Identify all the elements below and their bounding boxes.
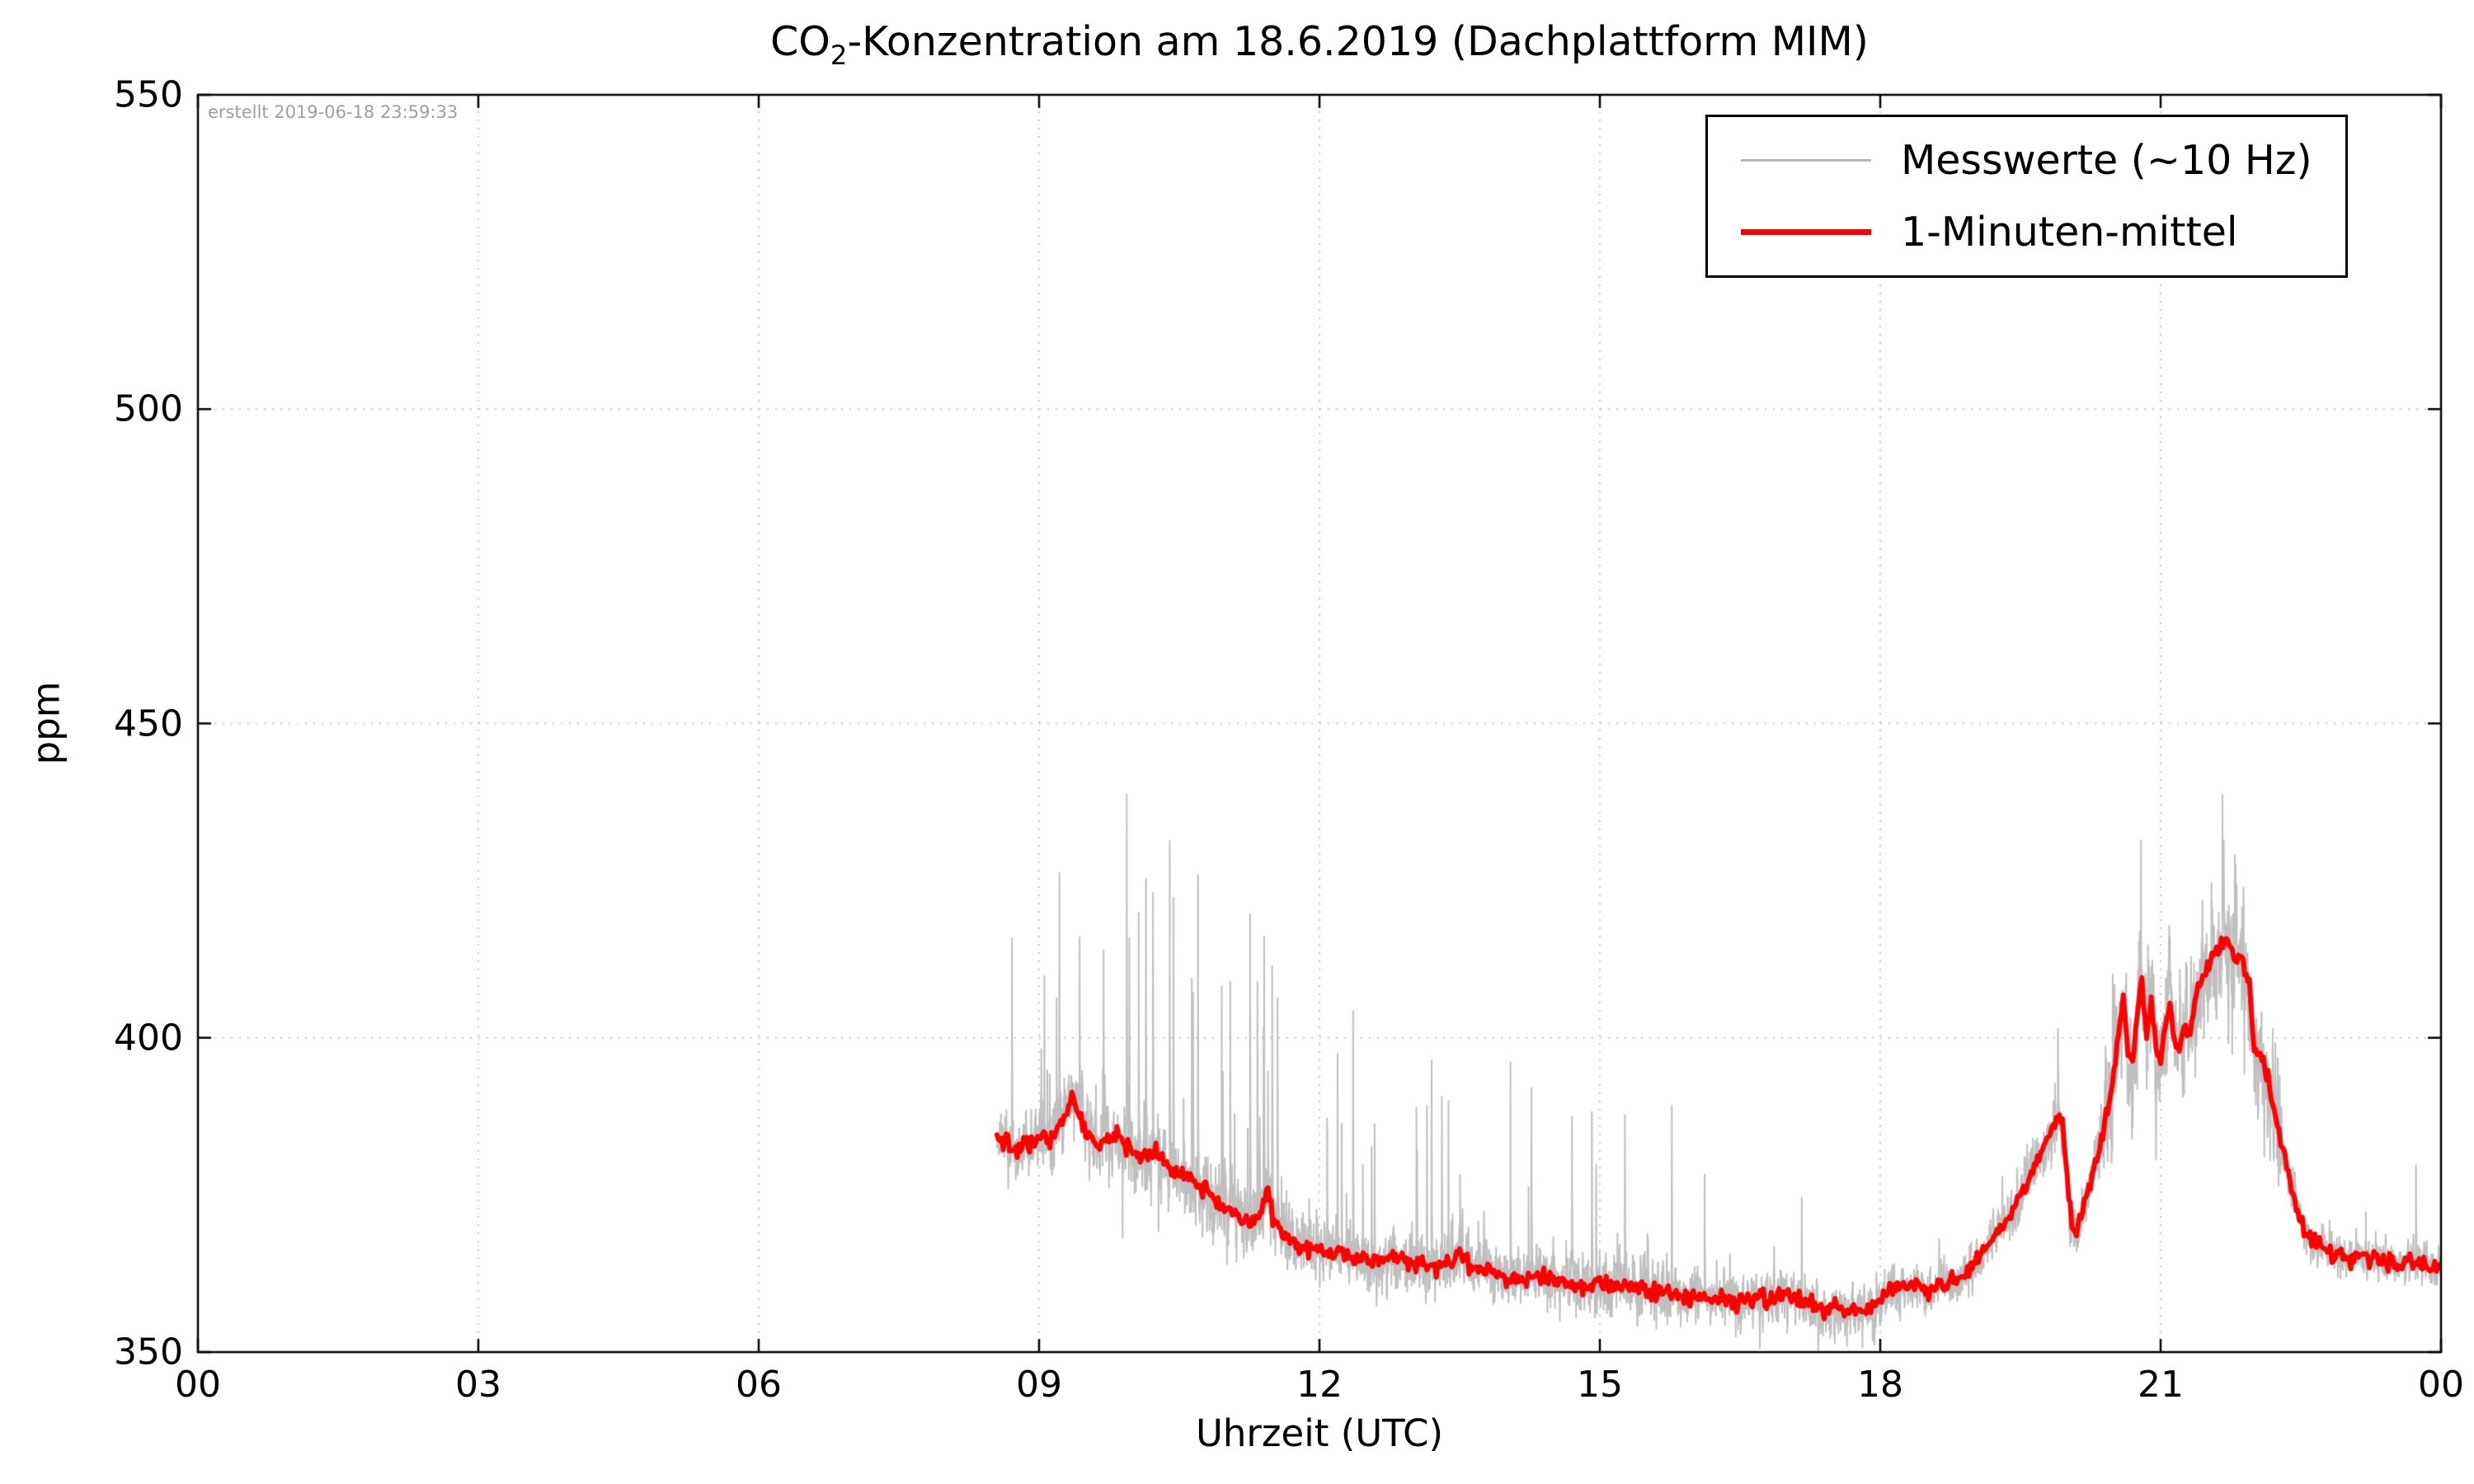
chart-title: CO2-Konzentration am 18.6.2019 (Dachplat… [770,18,1869,71]
x-axis-label: Uhrzeit (UTC) [1195,1411,1444,1455]
legend-label-messwerte: Messwerte (~10 Hz) [1901,137,2312,184]
y-tick-label: 400 [114,1017,183,1059]
legend-label-minuten-mittel: 1-Minuten-mittel [1901,209,2238,256]
x-tick-label: 18 [1857,1364,1903,1406]
x-tick-label: 00 [2418,1364,2464,1406]
y-tick-label: 500 [114,387,183,430]
x-tick-label: 00 [175,1364,221,1406]
legend-red-line-swatch [1741,229,1871,235]
legend: Messwerte (~10 Hz) 1-Minuten-mittel [1705,115,2348,278]
title-subscript: 2 [830,39,848,71]
x-tick-label: 09 [1016,1364,1062,1406]
x-tick-label: 06 [736,1364,782,1406]
x-tick-label: 15 [1577,1364,1623,1406]
created-timestamp: erstellt 2019-06-18 23:59:33 [208,102,459,122]
x-tick-label: 12 [1296,1364,1343,1406]
title-rest: -Konzentration am 18.6.2019 (Dachplattfo… [847,18,1869,65]
x-tick-label: 03 [455,1364,501,1406]
legend-entry-messwerte: Messwerte (~10 Hz) [1741,137,2312,184]
x-tick-label: 21 [2138,1364,2184,1406]
y-axis-label: ppm [24,681,68,765]
legend-gray-line-swatch [1741,159,1871,162]
y-tick-label: 350 [114,1331,183,1374]
y-tick-label: 450 [114,702,183,744]
title-prefix: CO [770,18,830,65]
y-tick-label: 550 [114,73,183,116]
legend-entry-minuten-mittel: 1-Minuten-mittel [1741,209,2312,256]
